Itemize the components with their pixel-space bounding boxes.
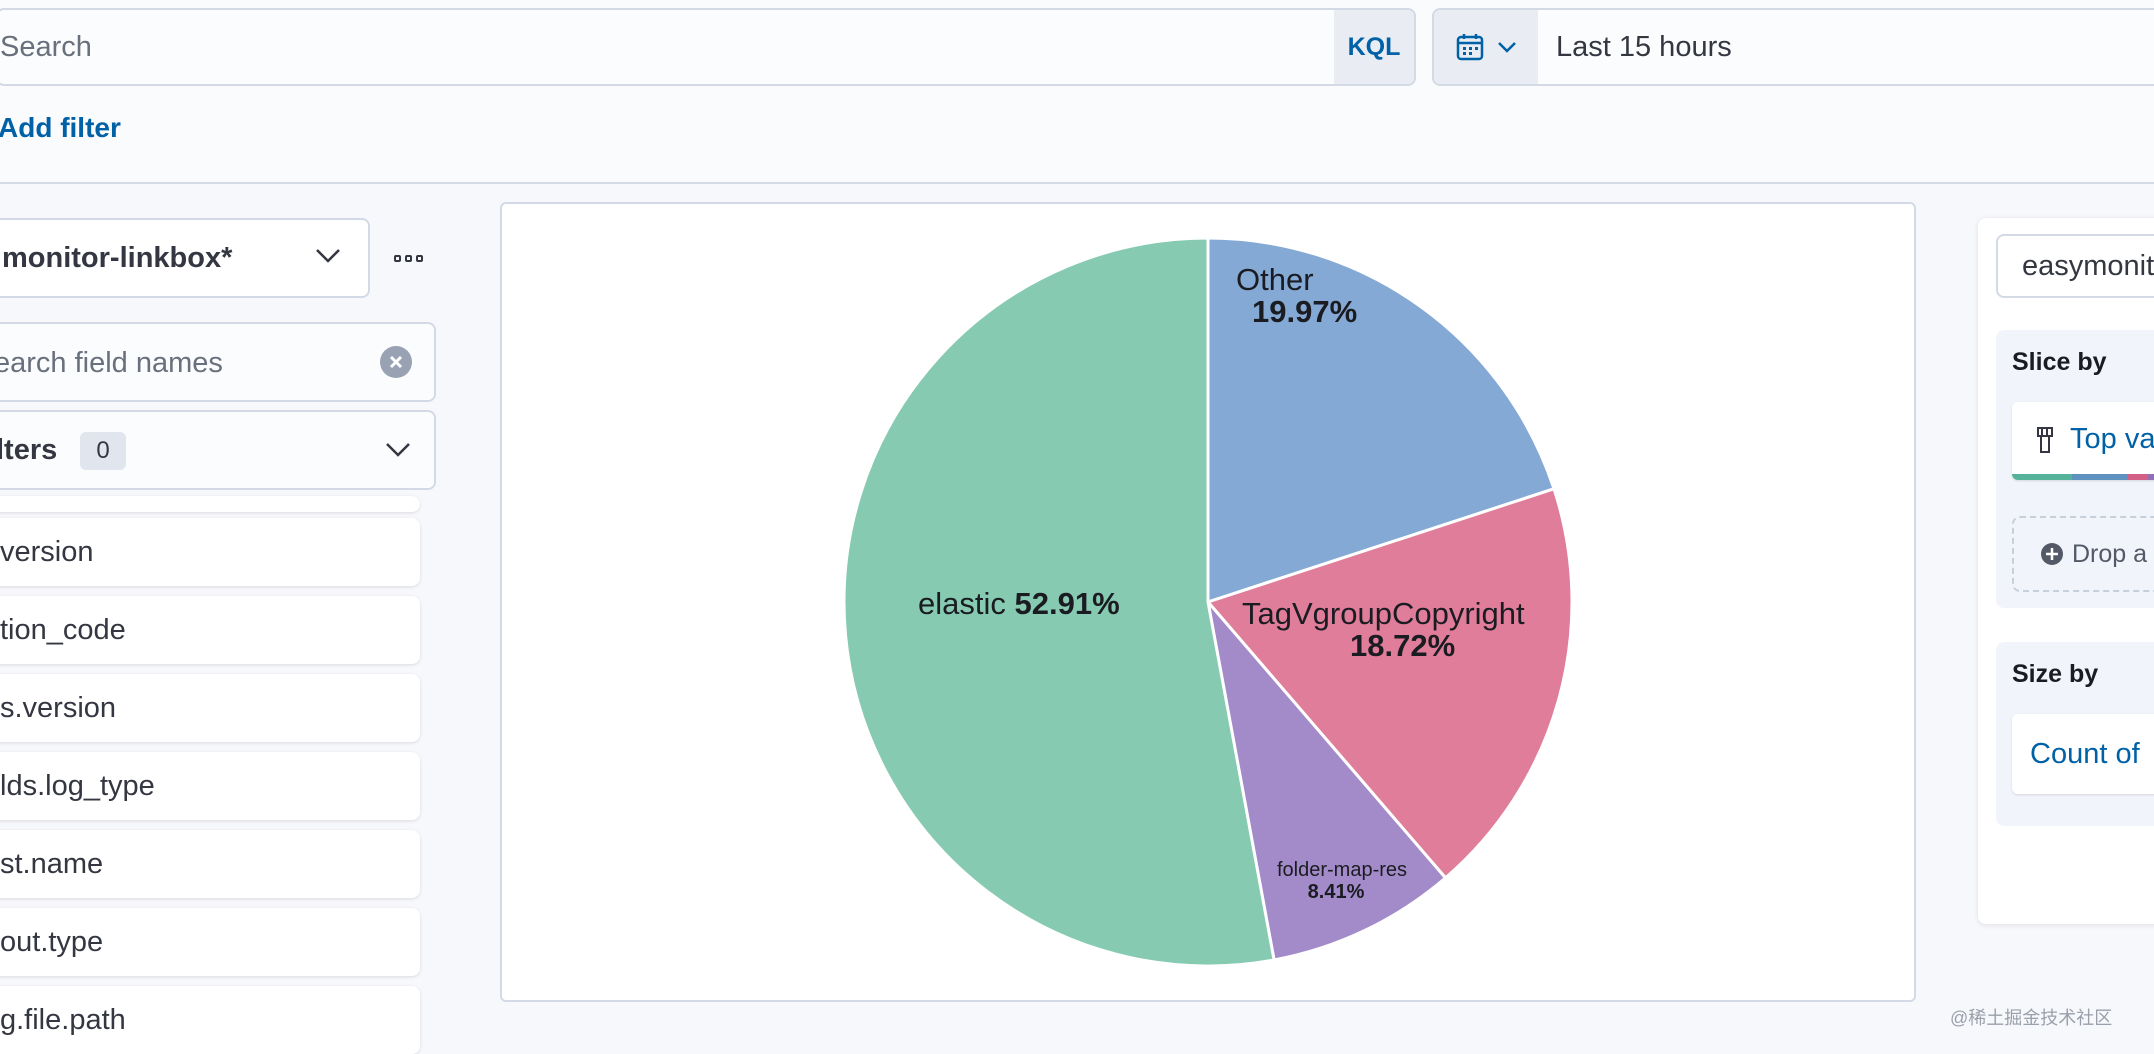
filters-count-badge: 0 bbox=[80, 432, 126, 470]
brush-icon bbox=[2037, 427, 2053, 453]
pie-value-label: 18.72% bbox=[1350, 628, 1455, 663]
index-pattern-select[interactable]: monitor-linkbox* bbox=[0, 218, 370, 298]
pie-slice-other[interactable] bbox=[1206, 236, 1556, 605]
clear-icon[interactable] bbox=[380, 346, 412, 378]
pie-chart: Other 19.97% TagVgroupCopyright 18.72% f… bbox=[842, 236, 1574, 968]
slice-by-dimension-button[interactable]: Top va bbox=[2012, 402, 2154, 480]
field-list-item[interactable]: lds.log_type bbox=[0, 752, 420, 820]
date-picker[interactable]: Last 15 hours bbox=[1432, 8, 2154, 86]
date-range-text[interactable]: Last 15 hours bbox=[1556, 31, 1732, 63]
visualization-panel: Other 19.97% TagVgroupCopyright 18.72% f… bbox=[500, 202, 1916, 1002]
size-by-value: Count of bbox=[2030, 738, 2140, 770]
pie-slice-folder-map-res[interactable] bbox=[1205, 596, 1448, 962]
field-list-item[interactable]: version bbox=[0, 518, 420, 586]
chevron-down-icon bbox=[386, 443, 410, 457]
size-by-dimension-button[interactable]: Count of bbox=[2012, 714, 2154, 794]
index-pattern-label: monitor-linkbox* bbox=[2, 242, 233, 274]
pie-value-label: 19.97% bbox=[1252, 294, 1357, 329]
field-search-input[interactable] bbox=[0, 324, 356, 402]
field-list-item[interactable]: tion_code bbox=[0, 596, 420, 664]
pie-label: TagVgroupCopyright bbox=[1242, 596, 1525, 631]
drop-dimension-zone[interactable]: Drop a bbox=[2012, 516, 2154, 592]
chevron-down-icon bbox=[1498, 42, 1516, 53]
quick-date-menu-button[interactable] bbox=[1434, 10, 1538, 84]
pie-label: folder-map-res bbox=[1277, 859, 1407, 881]
pie-value-label: 8.41% bbox=[1308, 881, 1365, 903]
field-list-item[interactable] bbox=[0, 496, 420, 512]
field-list-item[interactable]: out.type bbox=[0, 908, 420, 976]
layer-index-select[interactable]: easymonit bbox=[1996, 234, 2154, 298]
field-list-item[interactable]: st.name bbox=[0, 830, 420, 898]
drop-zone-label: Drop a bbox=[2072, 540, 2148, 568]
pie-label: elastic 52.91% bbox=[918, 586, 1120, 621]
filters-label: lters bbox=[0, 434, 58, 466]
chevron-down-icon bbox=[316, 249, 340, 263]
query-search-box[interactable]: KQL bbox=[0, 8, 1416, 86]
watermark: @稀土掘金技术社区 bbox=[1950, 1008, 2113, 1028]
field-list-item[interactable]: s.version bbox=[0, 674, 420, 742]
field-list-item[interactable]: g.file.path bbox=[0, 986, 420, 1054]
pie-slice-tagvgroupcopyright[interactable] bbox=[1205, 486, 1574, 880]
add-filter-link[interactable]: Add filter bbox=[0, 112, 121, 143]
field-filters-toggle[interactable]: lters 0 bbox=[0, 410, 436, 490]
plus-circle-icon bbox=[2041, 543, 2063, 565]
palette-strip bbox=[2012, 474, 2154, 480]
size-by-title: Size by bbox=[2012, 660, 2099, 688]
kql-language-button[interactable]: KQL bbox=[1334, 10, 1414, 84]
pie-slice-elastic[interactable] bbox=[842, 236, 1276, 968]
pie-value-label: 52.91% bbox=[1015, 586, 1120, 621]
field-search-box[interactable] bbox=[0, 322, 436, 402]
more-options-button[interactable] bbox=[394, 246, 430, 270]
calendar-icon bbox=[1456, 34, 1484, 61]
query-search-input[interactable] bbox=[0, 10, 1330, 84]
pie-label: Other bbox=[1236, 262, 1314, 297]
slice-by-value: Top va bbox=[2070, 423, 2154, 455]
slice-by-title: Slice by bbox=[2012, 348, 2107, 376]
